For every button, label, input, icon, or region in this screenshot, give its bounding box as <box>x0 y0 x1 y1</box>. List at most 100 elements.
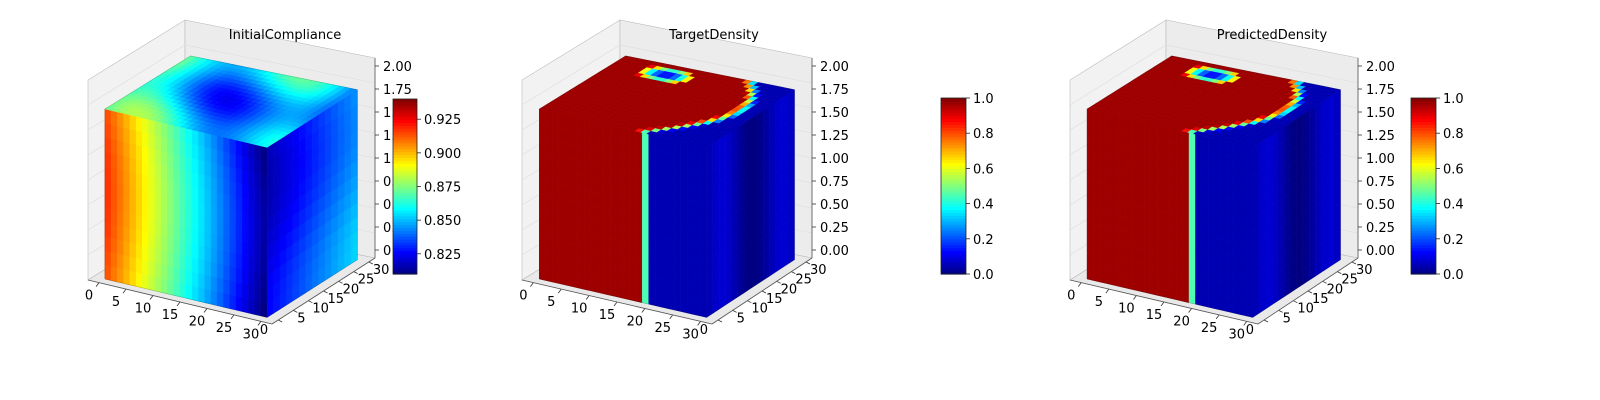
colorbar-tick-label: 0.925 <box>424 113 461 128</box>
y-tick <box>338 280 343 284</box>
voxel-front <box>1188 160 1196 177</box>
voxel-front <box>1233 213 1241 230</box>
colorbar-swatch <box>941 209 966 213</box>
voxel-front <box>609 153 617 170</box>
voxel-front <box>1188 259 1196 277</box>
colorbar-swatch <box>393 163 417 167</box>
colorbar-swatch <box>393 157 417 161</box>
voxel-front <box>173 252 181 269</box>
voxel-front <box>191 186 199 203</box>
colorbar-swatch <box>941 186 966 190</box>
voxel-front <box>609 167 617 184</box>
voxel-front <box>1239 300 1247 317</box>
voxel-front <box>700 159 707 177</box>
voxel-front <box>687 171 694 188</box>
voxel-front <box>539 179 546 196</box>
voxel-front <box>1239 158 1247 175</box>
voxel-front <box>198 187 205 204</box>
voxel-front <box>597 235 604 252</box>
colorbar-swatch <box>1411 112 1436 117</box>
voxel-front <box>135 271 143 289</box>
voxel-front <box>687 199 694 216</box>
voxel-front <box>104 137 112 154</box>
voxel-front <box>700 273 707 290</box>
voxel-front <box>635 286 643 303</box>
voxel-front <box>642 203 649 220</box>
voxel-front <box>1169 241 1177 258</box>
y-tick <box>308 300 313 304</box>
voxel-front <box>654 277 662 294</box>
voxel-front <box>1118 116 1126 133</box>
voxel-front <box>648 133 656 151</box>
voxel-front <box>229 166 237 183</box>
voxel-front <box>1201 220 1209 237</box>
colorbar-swatch <box>393 256 417 261</box>
voxel-front <box>687 156 694 174</box>
colorbar-tick-label: 0.0 <box>973 268 994 283</box>
voxel-front <box>558 113 566 130</box>
voxel-front <box>1176 186 1183 203</box>
voxel-front <box>1169 198 1177 215</box>
voxel-front <box>1246 159 1253 177</box>
voxel-front <box>154 148 162 166</box>
voxel-front <box>564 199 572 216</box>
voxel-front <box>129 114 137 131</box>
voxel-front <box>667 180 675 197</box>
voxel-front <box>1150 279 1158 296</box>
colorbar-swatch <box>393 239 417 243</box>
voxel-front <box>1169 127 1177 145</box>
voxel-front <box>160 249 168 266</box>
voxel-front <box>104 207 112 225</box>
voxel-front <box>254 186 262 203</box>
colorbar-swatch <box>1411 121 1436 125</box>
voxel-front <box>123 169 131 187</box>
voxel-front <box>129 128 137 145</box>
voxel-front <box>179 239 187 256</box>
voxel-front <box>616 225 624 242</box>
voxel-front <box>154 177 162 194</box>
voxel-front <box>260 188 268 205</box>
voxel-front <box>539 222 546 239</box>
voxel-front <box>1156 210 1164 227</box>
chart-title: InitialCompliance <box>229 28 342 43</box>
voxel-front <box>104 122 112 140</box>
y-tick-label: 30 <box>1356 263 1373 278</box>
voxel-front <box>616 282 624 299</box>
voxel-front <box>1239 257 1247 274</box>
voxel-front <box>148 218 156 235</box>
voxel-front <box>667 152 675 169</box>
voxel-front <box>1207 165 1215 182</box>
voxel-front <box>622 198 630 215</box>
voxel-front <box>135 186 143 204</box>
voxel-front <box>204 146 212 163</box>
voxel-front <box>661 250 669 267</box>
voxel-front <box>110 251 118 269</box>
voxel-front <box>191 129 199 146</box>
voxel-front <box>123 184 131 201</box>
voxel-front <box>1163 140 1171 157</box>
voxel-front <box>110 209 118 226</box>
voxel-front <box>693 243 701 260</box>
voxel-front <box>1112 256 1120 273</box>
voxel-front <box>1233 270 1241 287</box>
voxel-front <box>129 213 137 230</box>
colorbar-swatch <box>1411 268 1436 272</box>
y-tick-label: 15 <box>766 292 783 307</box>
voxel-front <box>700 301 707 318</box>
x-tick <box>530 282 534 287</box>
voxel-front <box>235 153 243 171</box>
voxel-front <box>173 167 181 184</box>
voxel-front <box>142 202 149 219</box>
voxel-front <box>642 160 649 177</box>
voxel-front <box>687 241 694 259</box>
voxel-front <box>571 271 579 289</box>
voxel-front <box>1086 122 1094 140</box>
x-tick-label: 15 <box>1146 308 1163 323</box>
voxel-front <box>642 259 649 277</box>
colorbar-frame <box>1410 97 1437 275</box>
voxel-front <box>558 127 566 144</box>
colorbar-swatch <box>393 262 417 266</box>
z-tick-label: 1.25 <box>1366 129 1395 144</box>
colorbar-swatch <box>393 104 417 109</box>
voxel-front <box>648 218 656 236</box>
